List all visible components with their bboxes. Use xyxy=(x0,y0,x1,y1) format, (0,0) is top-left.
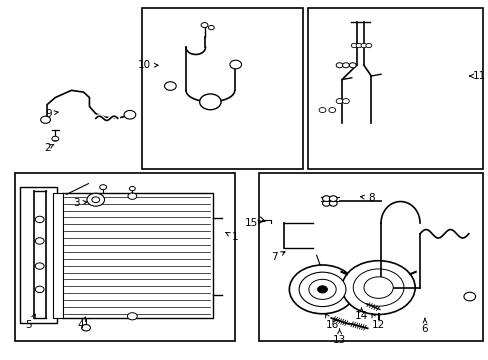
Bar xyxy=(259,173,483,341)
Circle shape xyxy=(100,185,106,190)
Circle shape xyxy=(335,63,342,68)
Circle shape xyxy=(355,43,361,48)
Text: 15: 15 xyxy=(244,218,262,228)
Circle shape xyxy=(35,263,44,269)
Bar xyxy=(15,173,234,341)
Text: 2: 2 xyxy=(44,143,54,153)
Text: 9: 9 xyxy=(45,109,58,119)
Circle shape xyxy=(322,196,330,202)
Circle shape xyxy=(360,43,366,48)
Text: 1: 1 xyxy=(225,232,238,242)
Bar xyxy=(53,193,62,318)
Circle shape xyxy=(164,82,176,90)
Circle shape xyxy=(229,60,241,69)
Circle shape xyxy=(41,116,50,123)
Bar xyxy=(20,187,57,323)
Circle shape xyxy=(363,277,392,298)
Circle shape xyxy=(208,26,214,30)
Circle shape xyxy=(35,286,44,293)
Text: 4: 4 xyxy=(78,317,85,330)
Circle shape xyxy=(328,108,335,113)
Circle shape xyxy=(201,23,207,28)
Text: 11: 11 xyxy=(469,71,485,81)
Circle shape xyxy=(342,99,348,104)
Circle shape xyxy=(308,279,335,300)
Circle shape xyxy=(289,265,355,314)
Circle shape xyxy=(365,43,371,48)
Circle shape xyxy=(81,324,90,331)
Circle shape xyxy=(35,216,44,223)
Circle shape xyxy=(329,201,336,206)
Circle shape xyxy=(317,286,327,293)
Circle shape xyxy=(127,313,137,320)
Circle shape xyxy=(199,94,221,110)
Circle shape xyxy=(128,193,137,199)
Bar xyxy=(142,8,303,169)
Text: 10: 10 xyxy=(138,60,158,70)
Circle shape xyxy=(329,196,336,202)
Text: 13: 13 xyxy=(332,329,346,345)
Bar xyxy=(307,8,483,169)
Circle shape xyxy=(87,193,104,206)
Circle shape xyxy=(319,108,325,113)
Text: 12: 12 xyxy=(371,314,385,330)
Circle shape xyxy=(350,43,356,48)
Circle shape xyxy=(352,269,403,306)
Circle shape xyxy=(348,63,355,68)
Text: 7: 7 xyxy=(271,252,285,262)
Text: 14: 14 xyxy=(354,308,367,321)
Circle shape xyxy=(335,99,342,104)
Circle shape xyxy=(124,111,136,119)
Circle shape xyxy=(341,261,414,315)
Text: 5: 5 xyxy=(25,314,35,330)
Text: 3: 3 xyxy=(73,198,87,208)
Text: 16: 16 xyxy=(325,314,338,330)
Bar xyxy=(61,193,212,318)
Circle shape xyxy=(35,238,44,244)
Circle shape xyxy=(322,201,330,206)
Text: 8: 8 xyxy=(360,193,374,203)
Circle shape xyxy=(463,292,475,301)
Circle shape xyxy=(92,197,100,203)
Circle shape xyxy=(342,63,348,68)
Circle shape xyxy=(129,186,135,191)
Circle shape xyxy=(299,272,345,307)
Circle shape xyxy=(52,136,59,141)
Text: 6: 6 xyxy=(421,318,427,334)
